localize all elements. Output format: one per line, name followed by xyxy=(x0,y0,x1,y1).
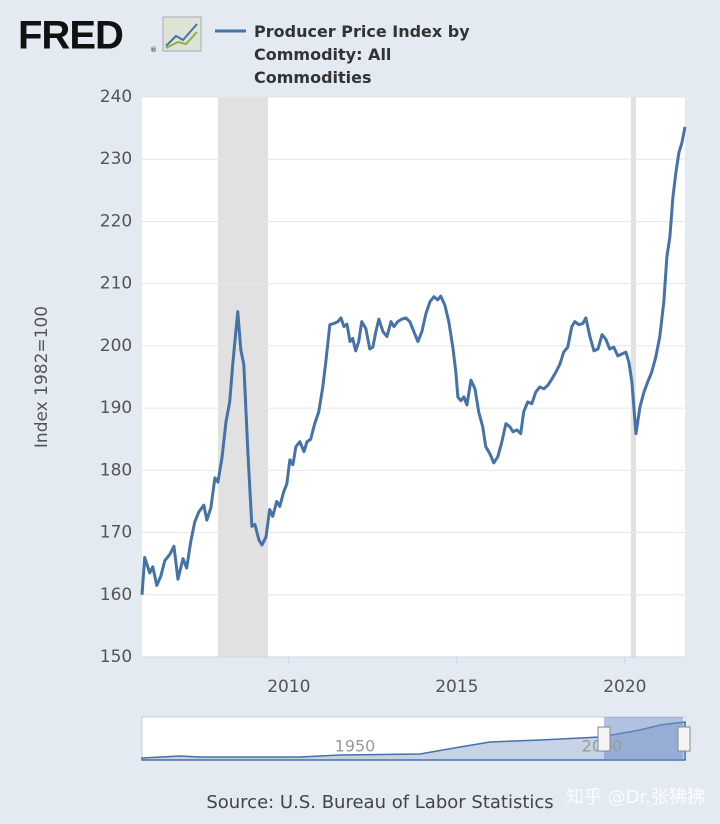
y-tick-label: 240 xyxy=(100,87,132,107)
navigator-label: 1950 xyxy=(335,737,376,756)
logo-icon-line xyxy=(165,31,198,49)
y-tick-label: 180 xyxy=(100,460,132,480)
x-tick-label: 2020 xyxy=(603,677,646,697)
logo: FRED xyxy=(18,14,123,58)
x-tick-label: 2010 xyxy=(267,677,310,697)
watermark: 知乎 @Dr.张狒狒 xyxy=(566,787,705,808)
y-tick-label: 170 xyxy=(100,523,132,543)
navigator-handle[interactable] xyxy=(677,726,691,752)
navigator-selection[interactable] xyxy=(604,717,683,760)
navigator-handle[interactable] xyxy=(597,726,611,752)
recession-band xyxy=(630,97,636,657)
series-line xyxy=(140,126,687,595)
logo-mark: ® xyxy=(150,46,157,54)
logo-icon-line xyxy=(165,23,198,47)
y-tick-label: 230 xyxy=(100,149,132,169)
source: Source: U.S. Bureau of Labor Statistics xyxy=(206,792,553,813)
y-tick-label: 210 xyxy=(100,274,132,294)
y-tick-label: 200 xyxy=(100,336,132,356)
y-tick-label: 220 xyxy=(100,211,132,231)
x-tick-label: 2015 xyxy=(435,677,478,697)
y-tick-label: 150 xyxy=(100,647,132,667)
legend-label: Producer Price Index by Commodity: All C… xyxy=(254,22,470,87)
y-axis-label: Index 1982=100 xyxy=(32,306,52,448)
y-tick-label: 160 xyxy=(100,585,132,605)
y-tick-label: 190 xyxy=(100,398,132,418)
